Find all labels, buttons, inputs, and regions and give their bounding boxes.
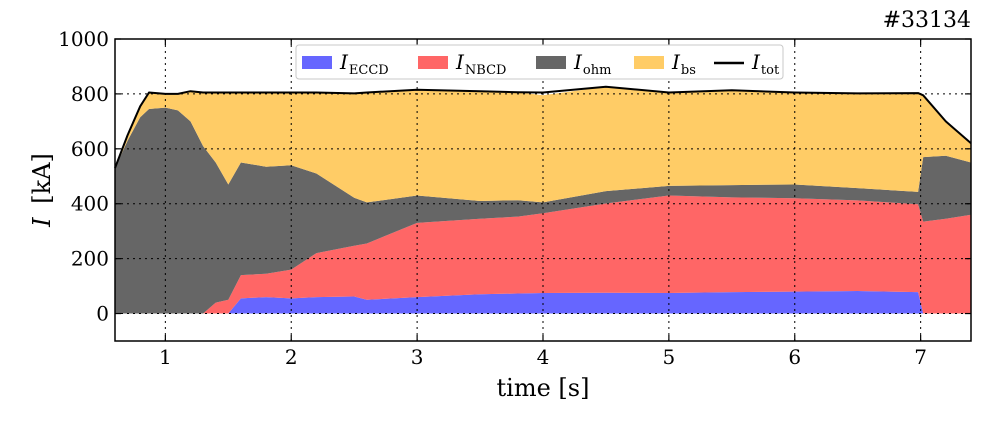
- legend-label-eccd: IECCD: [339, 50, 389, 78]
- legend-label-ohm: Iohm: [573, 50, 611, 78]
- legend-symbol: I: [455, 50, 465, 74]
- y-axis-unit: [kA]: [28, 153, 56, 204]
- legend-symbol: I: [339, 50, 349, 74]
- legend-swatch-eccd: [302, 56, 332, 69]
- x-tick-label: 4: [537, 345, 550, 369]
- y-axis-title: I [kA]: [28, 153, 56, 228]
- y-tick-label: 600: [71, 137, 109, 161]
- legend-subscript: ECCD: [349, 63, 389, 78]
- legend-label-tot: Itot: [751, 50, 780, 78]
- legend-symbol: I: [671, 50, 681, 74]
- y-tick-label: 0: [96, 302, 109, 326]
- area-eccd: [115, 291, 971, 314]
- legend-label-nbcd: INBCD: [455, 50, 506, 78]
- x-tick-label: 3: [411, 345, 424, 369]
- x-tick-label: 6: [788, 345, 801, 369]
- legend-subscript: NBCD: [465, 63, 507, 78]
- x-tick-label: 1: [159, 345, 172, 369]
- y-tick-label: 200: [71, 247, 109, 271]
- y-tick-label: 800: [71, 82, 109, 106]
- total-current-line: [114, 85, 972, 169]
- total-current-layer: [114, 85, 972, 169]
- area-ohm: [115, 107, 971, 314]
- x-tick-label: 2: [285, 345, 298, 369]
- legend-subscript: ohm: [583, 63, 612, 78]
- legend-swatch-nbcd: [418, 56, 448, 69]
- y-tick-label: 400: [71, 192, 109, 216]
- legend-label-bs: Ibs: [671, 50, 696, 78]
- legend-swatch-bs: [634, 56, 664, 69]
- legend-swatch-ohm: [536, 56, 566, 69]
- y-tick-label: 1000: [58, 27, 109, 51]
- axis-ticks: 1 2 3 4 5 6 7 0 200 400 600 800 1000: [58, 27, 971, 369]
- legend: IECCD INBCD Iohm Ibs Itot: [295, 44, 784, 80]
- legend-symbol: I: [751, 50, 761, 74]
- area-bs: [115, 86, 971, 203]
- legend-subscript: bs: [681, 63, 696, 78]
- x-axis-title: time [s]: [497, 374, 590, 402]
- shot-number-label: #33134: [883, 8, 971, 33]
- x-tick-label: 5: [663, 345, 676, 369]
- area-nbcd: [115, 195, 971, 314]
- grid-lines: [115, 39, 971, 341]
- legend-subscript: tot: [761, 63, 780, 78]
- y-axis-symbol: I: [28, 217, 56, 228]
- x-tick-label: 7: [914, 345, 927, 369]
- legend-symbol: I: [573, 50, 583, 74]
- stacked-areas: [115, 86, 971, 314]
